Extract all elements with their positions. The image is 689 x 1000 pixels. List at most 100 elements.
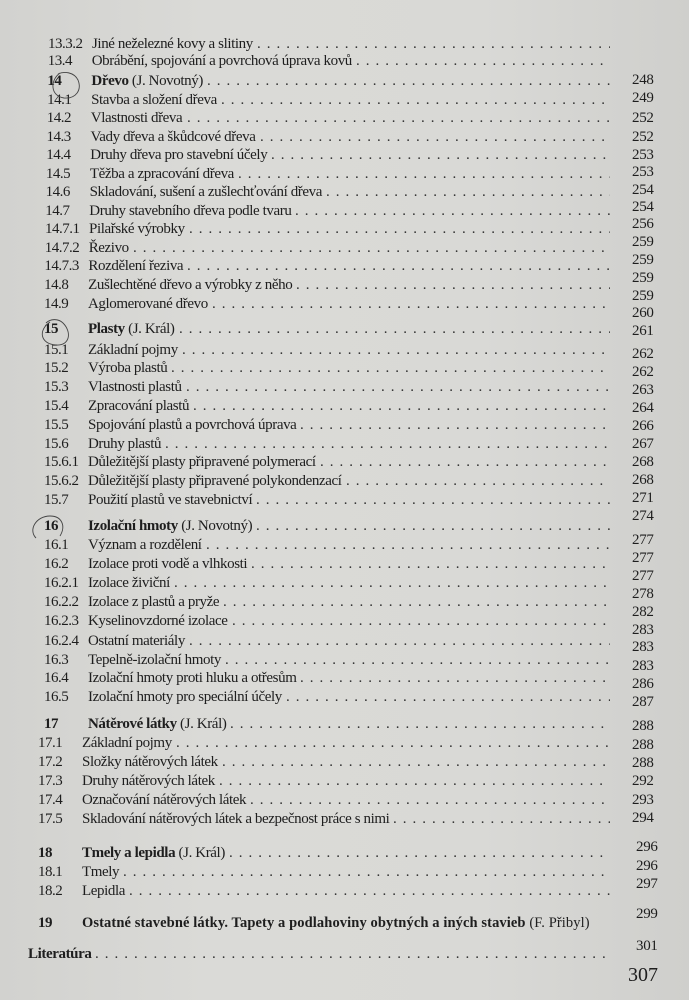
toc-entry: 14.7.1 Pilařské výrobky..................… (0, 219, 620, 239)
toc-entry-number: 14.7.2 (44, 240, 80, 256)
toc-entry: 15.6.2 Důležitější plasty připravené poly… (0, 471, 620, 491)
toc-entry: 15.3 Vlastnosti plastů...................… (0, 377, 620, 397)
toc-entry-number: 13.3.2 (48, 36, 83, 52)
toc-entry-title: Izolace živiční (88, 573, 170, 593)
page-number: 296 (636, 839, 658, 855)
toc-entry-title: Nátěrové látky (J. Král) (88, 714, 227, 734)
leader-dots: ........................................… (123, 864, 610, 880)
toc-entry-number: 14.7.3 (44, 258, 79, 274)
toc-entry-number: 14.9 (44, 296, 69, 312)
title-text: Druhy dřeva pro stavební účely (90, 147, 268, 163)
title-text: Literatúra (28, 946, 92, 962)
toc-entry: 15.6 Druhy plastů........................… (0, 434, 620, 454)
page-number: 277 (632, 532, 654, 548)
toc-entry-number: 15 (44, 321, 59, 337)
toc-entry: 16.2.3 Kyselinovzdorné izolace...........… (0, 611, 620, 631)
toc-entry: 16.2 Izolace proti vodě a vlhkosti.......… (0, 554, 620, 574)
page-number: 271 (632, 490, 654, 506)
page-number: 293 (632, 792, 654, 808)
leader-dots: ........................................… (219, 773, 610, 789)
toc-entry-title: Označování nátěrových látek (82, 790, 247, 810)
toc-entry-title: Plasty (J. Král) (88, 319, 175, 339)
toc-entry-title: Druhy nátěrových látek (82, 771, 215, 791)
toc-entry: 16.5 Izolační hmoty pro speciální účely..… (0, 687, 620, 707)
page-number: 288 (632, 718, 654, 734)
toc-entry-number: 13.4 (47, 53, 73, 69)
title-text: Důležitější plasty připravené polykonden… (88, 473, 342, 489)
title-text: Význam a rozdělení (88, 537, 202, 553)
leader-dots: ........................................… (256, 492, 610, 508)
toc-entry-number: 16.2.2 (44, 594, 79, 610)
title-text: Dřevo (91, 73, 129, 89)
page-number: 254 (632, 182, 654, 198)
leader-dots: ........................................… (193, 398, 610, 414)
toc-entry: 15 Plasty (J. Král)......................… (0, 319, 620, 339)
toc-entry-number: 14.1 (47, 92, 72, 108)
toc-entry-number: 16.2.3 (44, 613, 79, 629)
toc-entry-title: Řezivo (89, 238, 129, 258)
toc-entry-title: Lepidla (82, 881, 125, 901)
toc-entry: 16.2.2 Izolace z plastů a pryže..........… (0, 592, 620, 612)
toc-entry-title: Vlastnosti dřeva (91, 108, 183, 128)
title-text: Ostatné stavebné látky. Tapety a podlaho… (82, 915, 526, 931)
title-text: Vlastnosti dřeva (90, 110, 183, 126)
toc-entry-title: Důležitější plasty připravené polymerací (88, 452, 316, 472)
leader-dots: ........................................… (171, 360, 610, 376)
toc-entry: 14 Dřevo (J. Novotný)....................… (0, 71, 620, 91)
leader-dots: ........................................… (356, 53, 610, 69)
toc-entry-title: Složky nátěrových látek (82, 752, 218, 772)
page-number: 259 (632, 270, 654, 286)
title-text: Rozdělení řeziva (88, 258, 184, 274)
toc-entry-number: 18.1 (38, 864, 63, 880)
toc-entry-number: 15.2 (44, 360, 69, 376)
leader-dots: ........................................… (225, 652, 610, 668)
title-text: Řezivo (88, 240, 129, 256)
page-number: 263 (632, 382, 654, 398)
leader-dots: ........................................… (232, 613, 610, 629)
toc-entry: 15.5 Spojování plastů a povrchová úprava.… (0, 415, 620, 435)
title-text: Druhy nátěrových látek (82, 773, 215, 789)
toc-entry: 14.4 Druhy dřeva pro stavební účely......… (0, 145, 620, 165)
toc-entry-title: Těžba a zpracování dřeva (90, 164, 234, 184)
page-number: 266 (632, 418, 654, 434)
title-text: Izolační hmoty proti hluku a otřesům (88, 670, 297, 686)
toc-entry: 14.7 Druhy stavebního dřeva podle tvaru..… (0, 201, 620, 221)
toc-entry-title: Základní pojmy (82, 733, 172, 753)
title-text: Složky nátěrových látek (82, 754, 218, 770)
title-text: Základní pojmy (88, 342, 178, 358)
leader-dots: ........................................… (260, 129, 610, 145)
toc-entry: 19 Ostatné stavebné látky. Tapety a podla… (0, 913, 620, 933)
toc-entry: 15.1 Základní pojmy......................… (0, 340, 620, 360)
page-number: 260 (632, 305, 654, 321)
toc-entry-title: Zušlechtěné dřevo a výrobky z něho (88, 275, 293, 295)
page-number: 249 (632, 90, 654, 106)
toc-entry-title: Dřevo (J. Novotný) (91, 71, 203, 91)
toc-entry-number: 19 (38, 915, 53, 931)
page-number: 282 (632, 604, 654, 620)
title-text: Zpracování plastů (88, 398, 190, 414)
toc-entry: 14.7.3 Rozdělení řeziva..................… (0, 256, 620, 276)
toc-entry: 14.5 Těžba a zpracování dřeva............… (0, 164, 620, 184)
title-text: Aglomerované dřevo (88, 296, 208, 312)
toc-entry-title: Ostatné stavebné látky. Tapety a podlaho… (82, 913, 590, 933)
page-number: 288 (632, 737, 654, 753)
toc-entry: 16.2.4 Ostatní materiály.................… (0, 631, 620, 651)
toc-entry-number: 17.1 (38, 735, 63, 751)
author: (J. Novotný) (131, 73, 203, 89)
title-text: Tmely a lepidla (82, 845, 176, 861)
title-text: Nátěrové látky (88, 716, 177, 732)
toc-entry: 15.2 Výroba plastů.......................… (0, 358, 620, 378)
title-text: Spojování plastů a povrchová úprava (88, 417, 297, 433)
toc-entry: 13.3.2 Jiné neželezné kovy a slitiny.....… (0, 34, 620, 54)
title-text: Vady dřeva a škůdcové dřeva (90, 129, 256, 145)
page-number: 259 (632, 234, 654, 250)
leader-dots: ........................................… (189, 633, 610, 649)
title-text: Tmely (82, 864, 120, 880)
page-number: 248 (632, 72, 654, 88)
leader-dots: ........................................… (207, 73, 610, 89)
toc-entry-title: Základní pojmy (88, 340, 178, 360)
leader-dots: ........................................… (206, 537, 610, 553)
leader-dots: ........................................… (346, 473, 610, 489)
toc-entry-number: 15.7 (44, 492, 69, 508)
toc-entry: 14.2 Vlastnosti dřeva....................… (0, 108, 620, 128)
